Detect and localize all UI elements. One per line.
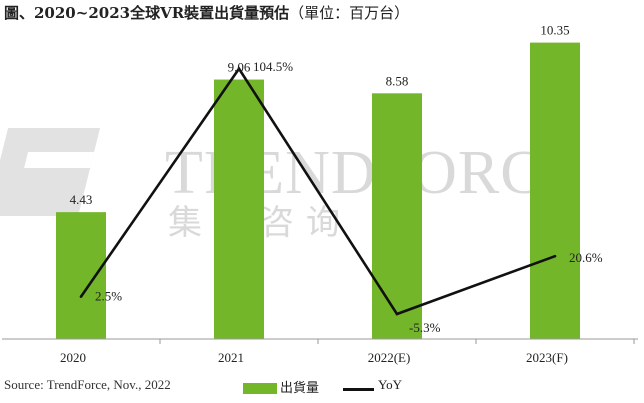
bar-series bbox=[56, 42, 580, 340]
x-tick-label: 2023(F) bbox=[526, 350, 568, 365]
bar-2021 bbox=[214, 79, 264, 340]
yoy-value-label: -5.3% bbox=[409, 320, 441, 335]
x-tick-label: 2021 bbox=[218, 350, 244, 365]
x-axis-ticks: 2020 2021 2022(E) 2023(F) bbox=[60, 339, 635, 365]
source-note: Source: TrendForce, Nov., 2022 bbox=[4, 377, 171, 392]
yoy-point bbox=[79, 295, 83, 298]
bar-2022(E) bbox=[372, 93, 422, 339]
bar-value-label: 8.58 bbox=[386, 73, 409, 88]
legend-line-label: YoY bbox=[378, 377, 402, 392]
yoy-value-label: 2.5% bbox=[95, 289, 122, 304]
bar-value-label: 10.35 bbox=[540, 23, 569, 38]
title-unit: （單位：百万台） bbox=[289, 4, 410, 22]
bar-value-label: 9.06 bbox=[228, 60, 251, 75]
yoy-value-label: 20.6% bbox=[569, 250, 603, 265]
yoy-point bbox=[395, 312, 399, 316]
yoy-value-label: 104.5% bbox=[253, 59, 293, 74]
bar-2020 bbox=[56, 212, 106, 339]
legend-line-swatch bbox=[343, 388, 374, 391]
x-tick-label: 2022(E) bbox=[368, 350, 411, 365]
yoy-point bbox=[553, 254, 557, 258]
data-labels: 4.43 9.06 8.58 10.35 2.5% 104.5% -5.3% 20.6% bbox=[70, 23, 603, 335]
yoy-line bbox=[79, 66, 556, 316]
title-text: 圖、2020~2023全球VR裝置出貨量預估 bbox=[4, 4, 290, 22]
chart-title: 圖、2020~2023全球VR裝置出貨量預估（單位：百万台） bbox=[4, 2, 409, 23]
bar-2023(F) bbox=[530, 42, 580, 339]
x-tick-label: 2020 bbox=[60, 350, 86, 365]
legend-bar-swatch bbox=[243, 383, 277, 394]
yoy-point bbox=[237, 67, 241, 71]
legend-bar-label: 出貨量 bbox=[280, 381, 320, 396]
bar-value-label: 4.43 bbox=[70, 192, 93, 207]
yoy-series bbox=[79, 66, 557, 316]
watermark-logo-mark-cut bbox=[24, 152, 95, 168]
watermark-logo-mark bbox=[0, 128, 101, 216]
